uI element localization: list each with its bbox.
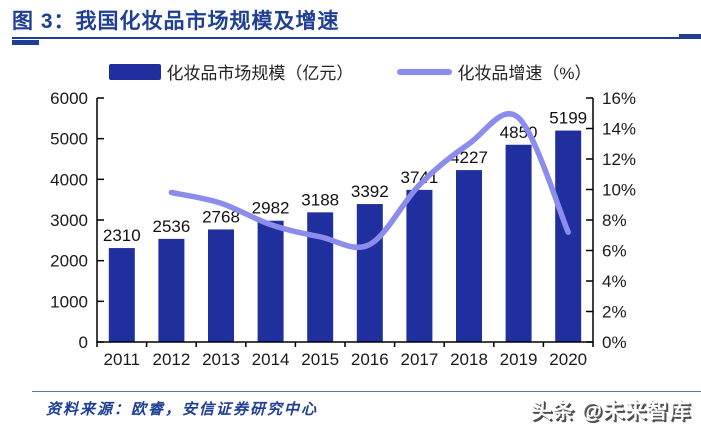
right-axis-tick-label: 2% [602,303,627,322]
title-underline-left-accent [12,40,39,45]
legend-item-market-size: 化妆品市场规模（亿元） [109,59,353,84]
figure-title: 图 3：我国化妆品市场规模及增速 [12,10,340,33]
right-axis-tick-label: 12% [602,150,636,169]
title-underline [12,37,701,39]
right-axis-tick-label: 6% [602,242,627,261]
watermark: 头条 @未来智库 [530,400,691,423]
legend-item-growth-rate: 化妆品增速（%） [397,59,592,84]
right-axis-tick-label: 8% [602,211,627,230]
market-size-bar [505,144,532,342]
right-axis-tick-label: 16% [602,89,636,108]
legend-label-market-size: 化妆品市场规模（亿元） [166,64,354,83]
combo-chart: 0 1000 2000 3000 4000 5000 6000 0% 2% 4% 6% 8% 10% 12… [50,89,636,369]
line-series-swatch [397,68,453,75]
source-note: 资料来源：欧睿，安信证券研究中心 [46,401,319,418]
left-axis-tick-label: 2000 [50,252,88,271]
axis-frame [96,98,594,343]
x-axis-label: 2014 [252,350,290,369]
bar-value-label: 3188 [301,190,339,209]
title-underline-right-accent [679,34,701,39]
x-axis-label: 2018 [450,350,488,369]
left-axis-tick-label: 1000 [50,292,88,311]
market-size-bar [208,229,234,342]
bar-value-label: 2982 [252,199,290,218]
x-axis-label: 2017 [400,350,438,369]
left-axis-tick-label: 6000 [50,89,88,108]
left-axis-tick-label: 5000 [50,130,88,149]
left-axis-tick-label: 0 [79,333,88,352]
x-axis-label: 2016 [351,350,389,369]
bar-value-label: 2310 [103,226,141,245]
bar-series-swatch [109,63,162,80]
right-axis-tick-label: 14% [602,120,636,139]
x-axis-label: 2020 [549,350,587,369]
legend-label-growth-rate: 化妆品增速（%） [457,64,592,83]
x-axis-label: 2011 [104,350,141,369]
market-size-bar [108,248,135,342]
bar-value-label: 2768 [202,207,240,226]
x-axis-label: 2015 [301,350,339,369]
chart-legend: 化妆品市场规模（亿元） 化妆品增速（%） [0,59,701,84]
market-size-bar [456,170,482,342]
x-axis-label: 2012 [152,350,190,369]
market-size-bar [555,130,582,342]
right-axis-tick-label: 0% [602,333,627,352]
market-size-bar [356,204,383,342]
right-axis-tick-label: 10% [602,181,636,200]
left-axis-tick-label: 4000 [50,170,88,189]
bar-value-label: 5199 [549,109,587,128]
x-axis-label: 2019 [500,350,538,369]
growth-rate-line [168,111,571,251]
market-size-bar [158,238,185,342]
bar-value-label: 2536 [152,217,190,236]
market-size-bar [406,189,433,342]
market-size-bar [257,220,284,342]
bar-value-label: 3392 [351,182,389,201]
market-size-bar [307,212,334,342]
footer-divider [32,391,701,392]
left-axis-tick-label: 3000 [50,211,88,230]
right-axis-tick-label: 4% [602,272,627,291]
x-axis-label: 2013 [202,350,240,369]
